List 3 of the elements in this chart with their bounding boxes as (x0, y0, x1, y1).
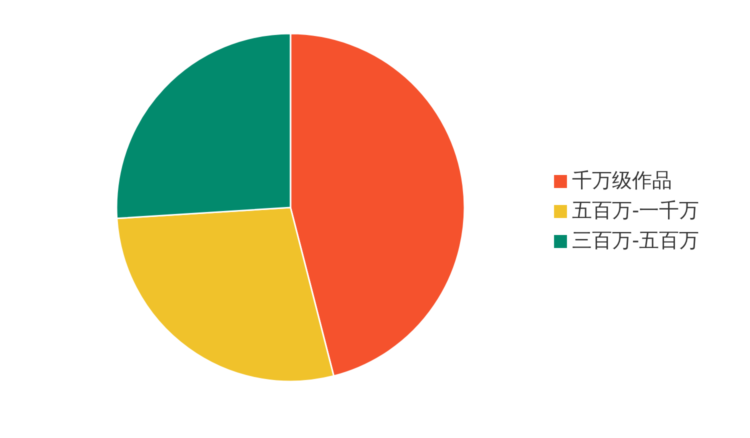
legend-label: 千万级作品 (572, 167, 672, 194)
legend-label: 五百万-一千万 (572, 197, 700, 224)
legend-label: 三百万-五百万 (572, 227, 700, 254)
